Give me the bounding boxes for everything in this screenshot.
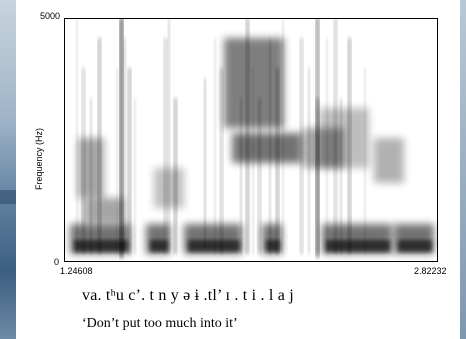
striation <box>334 18 337 254</box>
striation <box>240 98 242 254</box>
striation <box>269 38 271 254</box>
striation <box>258 98 261 254</box>
striation <box>252 68 254 254</box>
striation <box>124 38 126 254</box>
formant-region <box>374 138 404 183</box>
window-background-right <box>460 0 466 339</box>
spectrogram-energy <box>70 18 434 258</box>
burst <box>204 78 206 248</box>
striation <box>348 38 351 254</box>
striation <box>326 38 328 254</box>
translation-gloss: ‘Don’t put too much into it’ <box>82 316 238 331</box>
striation <box>282 18 284 254</box>
voicing-band-core <box>398 240 432 252</box>
striation <box>340 98 342 254</box>
striation <box>98 38 101 254</box>
burst <box>316 18 319 258</box>
voicing-band-core <box>150 240 168 252</box>
x-tick-label-start: 1.24608 <box>60 266 93 276</box>
plot-frame <box>64 18 438 262</box>
striation <box>276 68 279 254</box>
striation <box>300 38 303 254</box>
striation <box>116 68 118 254</box>
striation <box>134 98 136 254</box>
striation <box>164 38 167 254</box>
striation <box>82 68 85 254</box>
striation <box>220 68 223 254</box>
figure-card: Frequency (Hz) 5000 0 1.24608 2.82232 va… <box>16 0 460 339</box>
burst <box>120 18 123 258</box>
formant-region <box>232 133 302 163</box>
phonetic-transcription: va. tʰu c’. t n y ə ɨ .tl’ ɪ . t i . l a… <box>82 287 294 304</box>
striation <box>90 98 92 254</box>
window-background-left <box>0 0 16 339</box>
striation <box>214 38 216 254</box>
striation <box>76 18 78 254</box>
x-tick-label-end: 2.82232 <box>414 266 447 276</box>
y-tick-label-top: 5000 <box>40 11 61 21</box>
striation <box>174 98 177 254</box>
y-tick-label-bottom: 0 <box>54 257 60 267</box>
striation <box>308 68 310 254</box>
striation <box>246 18 249 254</box>
spectrogram-plot <box>64 18 438 262</box>
striation <box>364 68 366 254</box>
striation <box>168 18 170 254</box>
striation <box>128 68 131 254</box>
